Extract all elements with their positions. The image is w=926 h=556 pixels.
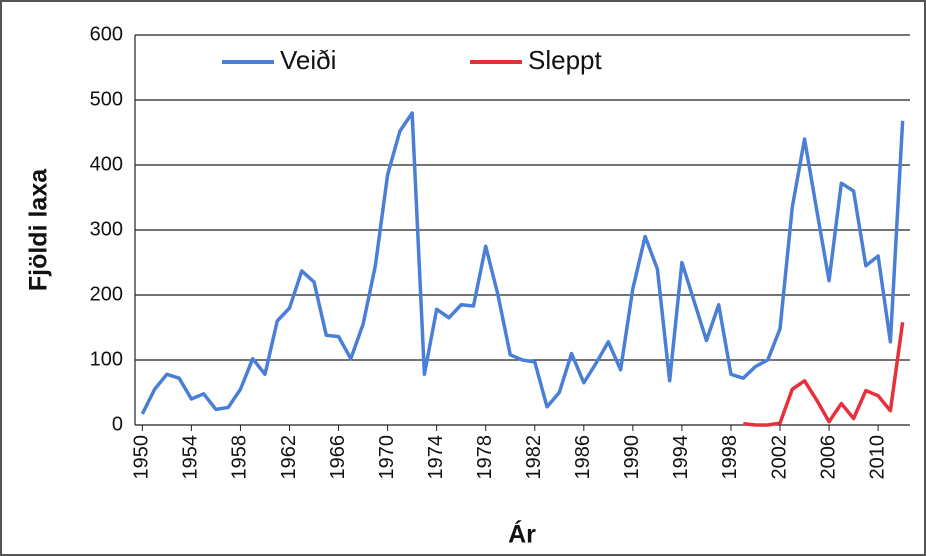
y-tick-label: 300 <box>90 218 123 240</box>
x-axis-label: Ár <box>508 520 536 549</box>
y-tick-label: 200 <box>90 283 123 305</box>
y-tick-label: 0 <box>112 413 123 435</box>
x-tick-label: 1998 <box>719 435 741 480</box>
x-tick-label: 1954 <box>180 435 202 480</box>
line-series <box>140 111 905 415</box>
x-tick-label: 1950 <box>131 435 153 480</box>
legend-label: Sleppt <box>528 45 602 75</box>
legend-label: Veiði <box>280 45 336 75</box>
x-tick-label: 1970 <box>376 435 398 480</box>
x-tick-label: 1958 <box>229 435 251 480</box>
y-tick-label: 600 <box>90 23 123 45</box>
x-tick-label: 1974 <box>425 435 447 480</box>
x-tick-label: 2006 <box>817 435 839 480</box>
line-series <box>743 322 905 427</box>
y-tick-label: 500 <box>90 88 123 110</box>
x-tick-label: 1962 <box>278 435 300 480</box>
x-tick-label: 2002 <box>768 435 790 480</box>
x-tick-label: 1982 <box>523 435 545 480</box>
x-tick-label: 1990 <box>621 435 643 480</box>
x-tick-label: 1978 <box>474 435 496 480</box>
y-axis-label: Fjöldi laxa <box>25 168 53 291</box>
x-tick-label: 1986 <box>572 435 594 480</box>
y-tick-label: 400 <box>90 153 123 175</box>
x-tick-label: 1994 <box>670 435 692 480</box>
y-tick-label: 100 <box>90 348 123 370</box>
x-tick-label: 1966 <box>327 435 349 480</box>
x-tick-label: 2010 <box>866 435 888 480</box>
